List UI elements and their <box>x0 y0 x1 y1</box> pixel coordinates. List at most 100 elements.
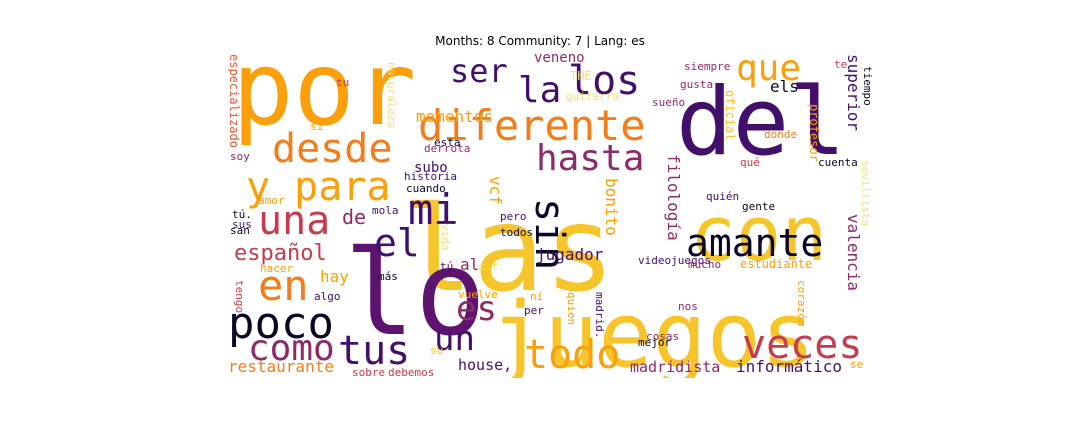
cloud-word-58: nos <box>678 300 698 313</box>
cloud-word-76: más <box>378 270 398 283</box>
cloud-word-89: esta <box>434 136 461 149</box>
cloud-word-93: especializado <box>228 54 241 148</box>
cloud-word-77: algo <box>314 290 341 303</box>
cloud-word-42: tiempo <box>861 66 874 106</box>
cloud-word-91: tu <box>336 76 349 89</box>
cloud-word-11: desde <box>272 126 392 172</box>
cloud-word-46: cuenta <box>818 156 858 169</box>
cloud-word-98: san <box>230 224 250 237</box>
cloud-word-60: mejor <box>638 336 671 349</box>
cloud-word-0: por <box>232 48 416 149</box>
cloud-word-38: els <box>770 77 799 96</box>
cloud-word-67: debemos <box>388 366 434 378</box>
cloud-word-51: bonito <box>602 178 621 236</box>
cloud-word-97: sus <box>232 218 252 231</box>
cloud-word-61: madridista <box>630 358 720 376</box>
cloud-word-47: quién <box>706 190 739 203</box>
cloud-word-86: mola <box>372 204 399 217</box>
cloud-word-88: derrota <box>424 142 470 155</box>
cloud-word-64: house, <box>458 356 512 374</box>
cloud-word-85: historia <box>404 170 457 183</box>
cloud-word-78: hacer <box>260 262 293 275</box>
cloud-word-45: qué <box>740 156 760 169</box>
cloud-word-17: hasta <box>536 138 644 179</box>
cloud-word-28: de <box>342 205 366 229</box>
cloud-word-18: amante <box>686 221 823 265</box>
cloud-word-34: guitarra <box>566 90 619 103</box>
cloud-word-70: quien <box>565 292 578 325</box>
cloud-word-32: veneno <box>534 50 585 66</box>
cloud-word-63: se <box>850 358 863 371</box>
cloud-word-82: pero <box>500 210 527 223</box>
cloud-word-92: si <box>310 120 323 133</box>
cloud-word-72: per <box>524 304 544 317</box>
cloud-word-27: español <box>234 241 327 266</box>
cloud-word-94: soy <box>230 150 250 163</box>
cloud-word-48: gente <box>742 200 775 213</box>
cloud-word-71: ni <box>530 290 543 303</box>
cloud-word-8: que <box>736 48 801 89</box>
cloud-word-29: hay <box>320 267 349 286</box>
cloud-word-57: corazón <box>795 280 808 326</box>
cloud-word-54: estudiante <box>740 257 812 271</box>
cloud-word-44: donde <box>764 128 797 141</box>
cloud-word-74: c.f. <box>478 260 505 273</box>
cloud-word-24: es <box>456 289 497 329</box>
cloud-word-83: vcf <box>486 176 505 205</box>
cloud-word-53: valencia <box>844 214 863 291</box>
cloud-word-31: momentos <box>416 107 493 126</box>
cloud-word-15: el <box>374 221 420 265</box>
cloud-word-22: tus <box>338 328 410 374</box>
cloud-word-30: al <box>460 255 479 274</box>
cloud-word-36: gusta <box>680 78 713 91</box>
cloud-word-14: mi <box>408 185 459 234</box>
cloud-word-59: cosas <box>646 330 679 343</box>
cloud-word-81: todos <box>500 226 533 239</box>
cloud-word-75: tú <box>440 260 453 273</box>
cloud-word-26: veces <box>742 322 862 368</box>
cloud-word-21: como <box>248 328 335 369</box>
cloud-word-25: todo <box>524 332 620 378</box>
cloud-word-6: los <box>568 58 640 104</box>
cloud-word-19: en <box>258 261 309 310</box>
cloud-word-12: y para <box>246 164 391 210</box>
cloud-word-79: tengo <box>233 280 246 313</box>
cloud-word-5: lo <box>344 224 486 362</box>
cloud-word-41: te <box>834 58 847 71</box>
cloud-word-68: su <box>430 344 443 357</box>
cloud-word-1: las <box>402 180 615 318</box>
cloud-word-3: con <box>690 189 827 278</box>
cloud-word-13: una <box>258 198 330 244</box>
cloud-word-20: poco <box>228 298 334 349</box>
cloud-word-50: filología <box>664 154 683 241</box>
cloud-word-96: tú. <box>232 208 252 221</box>
cloud-word-35: siempre <box>684 60 730 73</box>
cloud-word-90: naturaleza <box>385 62 398 128</box>
cloud-word-43: oficial <box>723 90 737 141</box>
cloud-word-16: sin <box>526 198 572 270</box>
cloud-word-49: sevillista <box>859 160 872 226</box>
cloud-word-33: THE <box>570 69 592 83</box>
cloud-word-65: restaurante <box>228 357 334 376</box>
cloud-word-56: videojuegos <box>638 254 711 267</box>
cloud-word-73: vuelve <box>458 288 498 301</box>
cloud-word-4: juegos <box>490 283 815 378</box>
word-cloud: por las del con juegos lo los diferente que ser la… <box>228 48 876 378</box>
cloud-word-37: sueño <box>652 96 685 109</box>
cloud-word-87: subo <box>414 160 448 176</box>
cloud-word-23: un <box>434 319 475 359</box>
cloud-word-69: madrid. <box>593 292 606 338</box>
cloud-word-9: ser <box>450 52 508 90</box>
cloud-word-40: profesor <box>807 104 821 162</box>
cloud-word-7: diferente <box>418 101 646 150</box>
cloud-word-39: superior <box>844 54 863 131</box>
cloud-word-2: del <box>676 68 846 177</box>
cloud-word-66: sobre <box>352 366 385 378</box>
cloud-word-55: mucho <box>688 258 721 271</box>
cloud-word-80: vida <box>439 224 452 251</box>
cloud-word-10: la <box>518 70 561 111</box>
chart-title: Months: 8 Community: 7 | Lang: es <box>435 34 645 48</box>
cloud-word-52: jugador <box>536 245 604 264</box>
cloud-word-95: amor <box>258 194 285 207</box>
cloud-word-84: cuando <box>406 182 446 195</box>
